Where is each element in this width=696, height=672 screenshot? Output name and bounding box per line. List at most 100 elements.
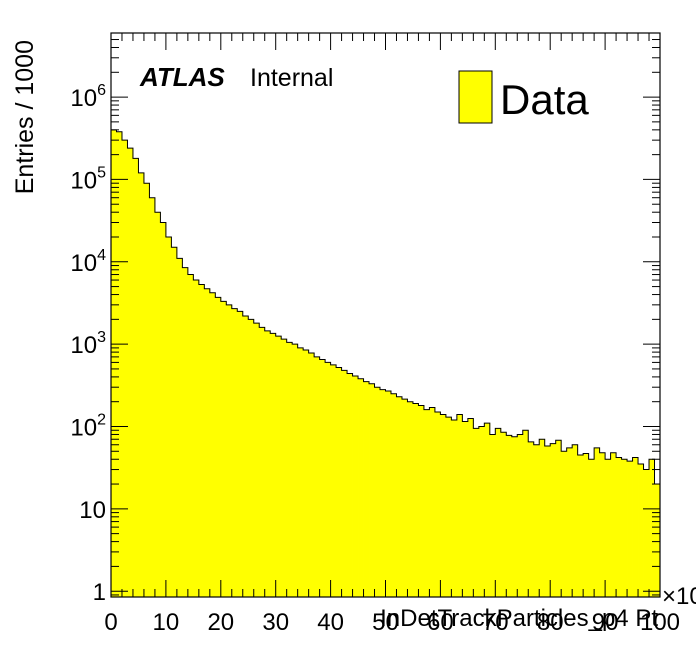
histogram-bar bbox=[341, 370, 348, 597]
histogram-bar bbox=[187, 274, 194, 597]
histogram-bar bbox=[303, 349, 310, 597]
histogram-bar bbox=[495, 428, 502, 597]
atlas-status: Internal bbox=[250, 64, 333, 92]
histogram-bar bbox=[643, 469, 650, 597]
histogram-bar bbox=[209, 292, 216, 597]
histogram-bar bbox=[489, 434, 496, 597]
y-tick-label: 1 bbox=[93, 579, 106, 606]
histogram-bar bbox=[539, 439, 546, 597]
histogram-bar bbox=[588, 459, 595, 597]
histogram-bar bbox=[352, 376, 359, 597]
histogram-bar bbox=[418, 405, 425, 597]
histogram-bar bbox=[423, 409, 430, 597]
histogram-bar bbox=[374, 387, 381, 597]
histogram-bar bbox=[220, 301, 227, 597]
x-tick-label: 40 bbox=[317, 609, 344, 636]
histogram-bar bbox=[616, 457, 622, 597]
histogram-bar bbox=[231, 308, 238, 597]
histogram-bar bbox=[237, 311, 244, 597]
x-tick-label: 70 bbox=[482, 609, 509, 636]
histogram-bar bbox=[517, 434, 524, 597]
histogram-bar bbox=[577, 455, 584, 597]
axis-ticks bbox=[110, 32, 661, 597]
histogram-bar bbox=[478, 426, 485, 597]
histogram-bar bbox=[654, 484, 661, 597]
histogram-bar bbox=[215, 297, 222, 597]
histogram-bar bbox=[572, 444, 579, 597]
histogram-bar bbox=[176, 258, 183, 597]
histogram-bar bbox=[198, 284, 205, 597]
y-tick-labels: 1 10 102 103 104 105 106 bbox=[70, 82, 106, 606]
x-tick-label: 20 bbox=[207, 609, 234, 636]
histogram-bar bbox=[511, 436, 518, 597]
histogram-bar bbox=[270, 333, 277, 597]
legend-swatch-data bbox=[458, 70, 493, 124]
histogram-bar bbox=[325, 362, 331, 597]
y-tick-label: 104 bbox=[70, 247, 106, 277]
histogram-bar bbox=[456, 414, 463, 597]
histogram-bar bbox=[412, 403, 419, 597]
x-tick-label: 0 bbox=[104, 609, 117, 636]
histogram-bar bbox=[253, 323, 260, 597]
histogram-bar bbox=[467, 418, 474, 597]
histogram-bar bbox=[259, 327, 266, 597]
histogram-layer bbox=[110, 129, 661, 598]
histogram-bar bbox=[638, 464, 644, 597]
histogram-bar bbox=[473, 428, 480, 597]
histogram-bar bbox=[649, 459, 655, 597]
histogram-bar bbox=[363, 381, 370, 597]
x-tick-label: 10 bbox=[153, 609, 180, 636]
legend-label-data: Data bbox=[500, 76, 589, 123]
histogram-bar bbox=[506, 435, 513, 597]
histogram-bar bbox=[127, 148, 134, 597]
histogram-bar bbox=[610, 452, 617, 597]
histogram-bar bbox=[583, 453, 590, 597]
histogram-bar bbox=[396, 396, 403, 597]
histogram-bar bbox=[154, 212, 161, 597]
histogram-bar bbox=[605, 459, 611, 597]
histogram-bar bbox=[533, 444, 540, 597]
histogram-bar bbox=[308, 353, 315, 597]
histogram-bar bbox=[132, 158, 139, 597]
legend: Data bbox=[458, 70, 589, 124]
histogram-bar bbox=[429, 407, 436, 597]
histogram-bar bbox=[594, 447, 601, 597]
atlas-label: ATLAS bbox=[139, 62, 225, 92]
x-tick-label: 60 bbox=[427, 609, 454, 636]
histogram-bar bbox=[149, 197, 156, 597]
histogram-bar bbox=[116, 131, 123, 597]
histogram-bar bbox=[111, 129, 117, 597]
histogram-bar bbox=[242, 315, 249, 597]
histogram-bar bbox=[138, 172, 145, 597]
x-tick-labels: 0 10 20 30 40 50 60 70 80 90 100 bbox=[104, 609, 680, 636]
histogram-bar bbox=[286, 342, 293, 597]
y-tick-label: 105 bbox=[70, 164, 106, 194]
histogram-bar bbox=[440, 414, 447, 597]
histogram-bar bbox=[484, 423, 491, 597]
histogram-bar bbox=[407, 401, 414, 597]
histogram-bar bbox=[528, 441, 535, 597]
y-tick-label: 106 bbox=[70, 82, 106, 112]
histogram-bar bbox=[182, 267, 189, 597]
histogram-bar bbox=[550, 443, 557, 597]
histogram-bar bbox=[330, 364, 337, 597]
histogram-bar bbox=[621, 459, 628, 597]
histogram-bar bbox=[561, 451, 568, 597]
y-tick-label: 103 bbox=[70, 329, 106, 359]
y-tick-label: 10 bbox=[79, 497, 106, 524]
histogram-bar bbox=[336, 367, 342, 597]
histogram-bar bbox=[275, 336, 282, 597]
histogram-bar bbox=[248, 319, 255, 597]
histogram-bar bbox=[566, 447, 573, 597]
histogram-bar bbox=[434, 411, 441, 597]
x-tick-label: 50 bbox=[372, 609, 399, 636]
histogram-bar bbox=[264, 330, 271, 597]
histogram-bar bbox=[319, 359, 326, 597]
histogram-bar bbox=[143, 183, 150, 597]
histogram-bar bbox=[385, 390, 392, 597]
histogram-bar bbox=[445, 417, 452, 597]
y-tick-label: 102 bbox=[70, 412, 106, 442]
histogram-bar bbox=[204, 288, 211, 597]
x-tick-label: 90 bbox=[592, 609, 619, 636]
